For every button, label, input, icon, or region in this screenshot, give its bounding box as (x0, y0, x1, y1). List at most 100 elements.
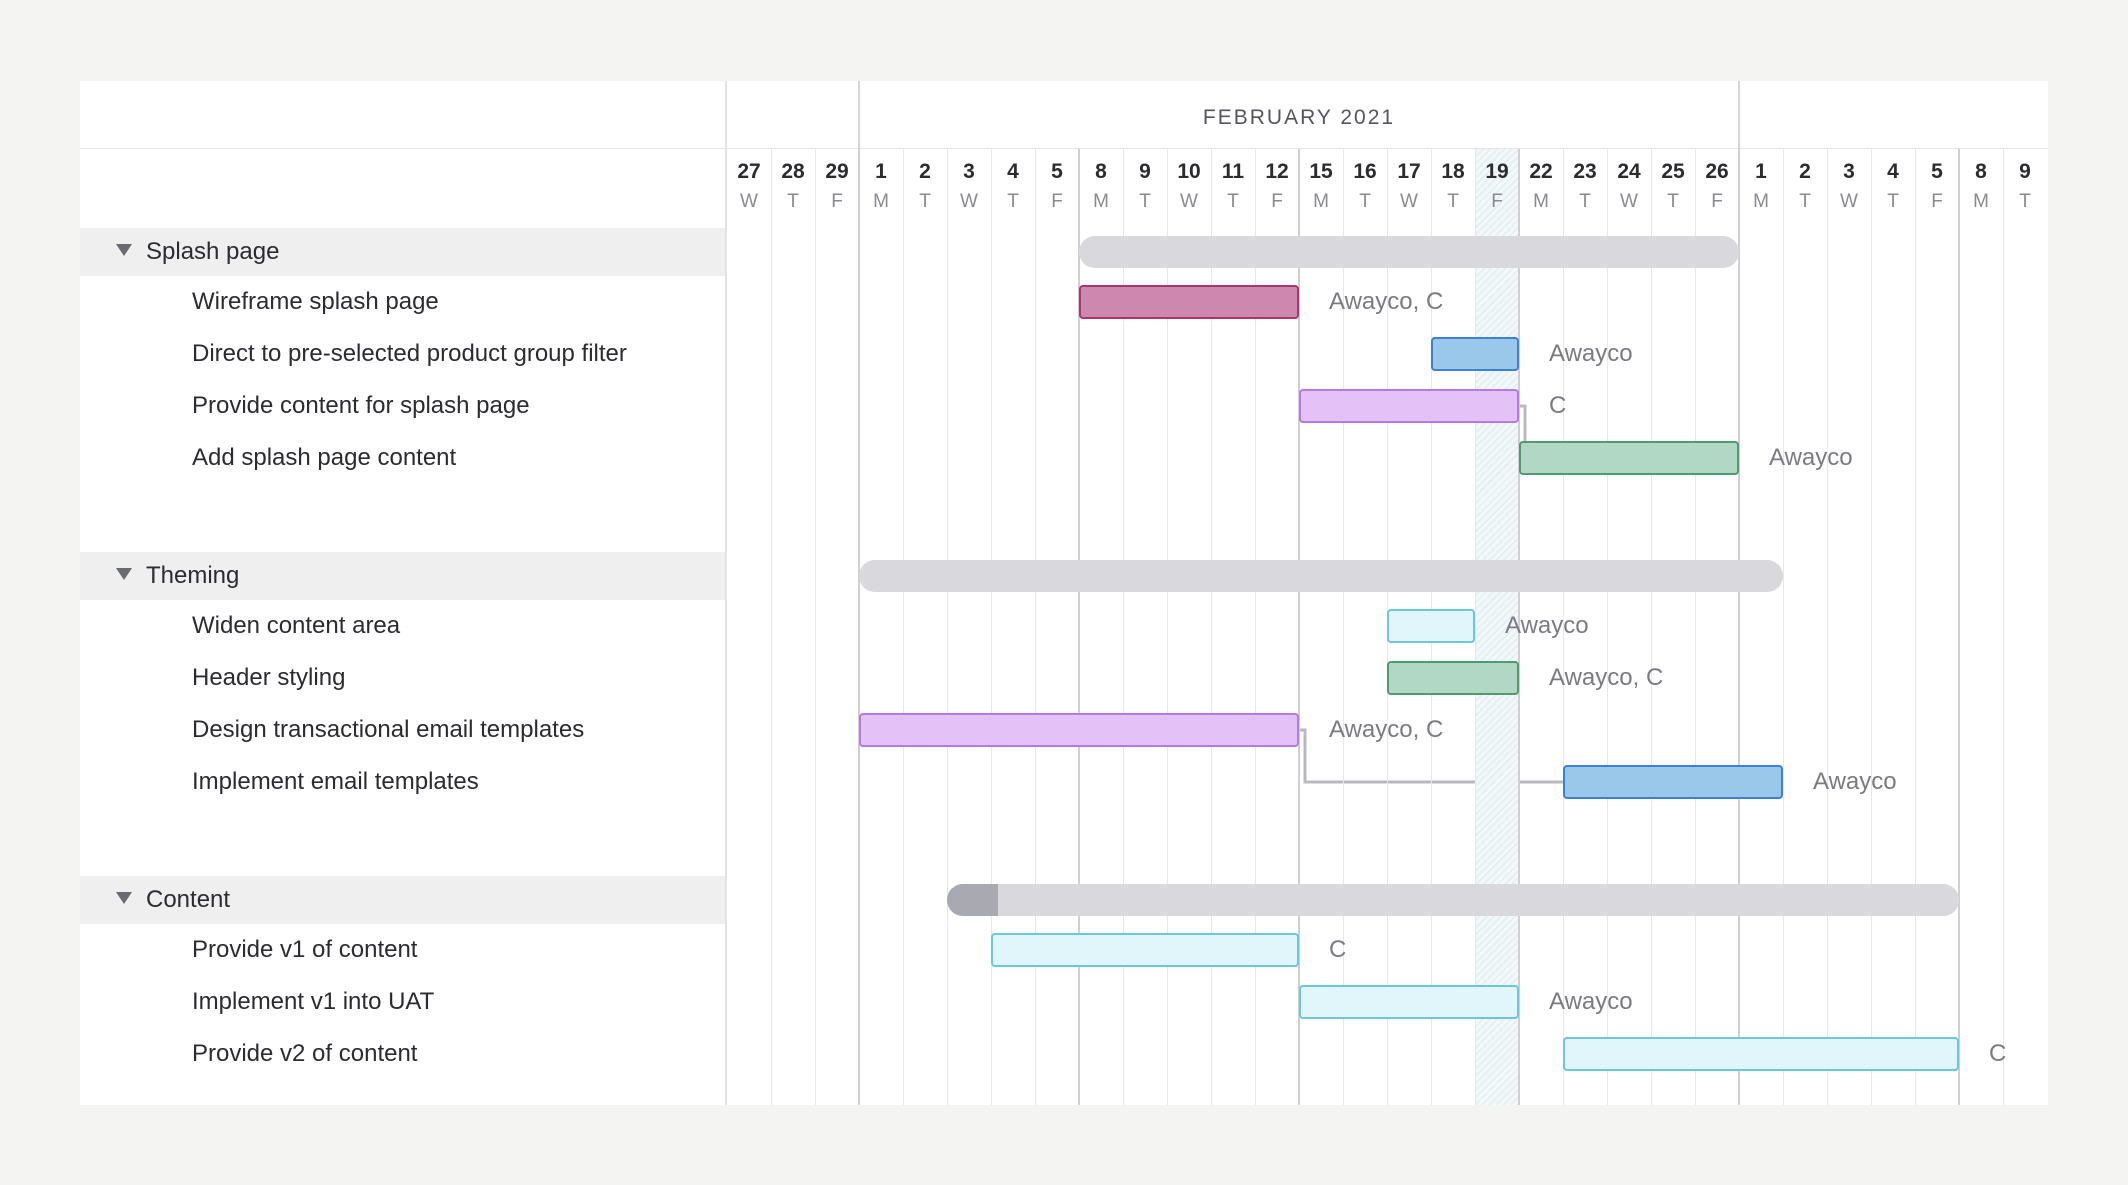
group-name: Theming (146, 562, 240, 589)
day-of-week: T (1359, 191, 1371, 212)
week-gridline (1298, 149, 1300, 1105)
collapse-triangle-icon[interactable] (116, 244, 132, 256)
day-number: 4 (1007, 160, 1019, 183)
task-bar[interactable] (1563, 1037, 1959, 1071)
day-number: 1 (1755, 160, 1767, 183)
day-number: 22 (1529, 160, 1553, 183)
day-gridline (991, 149, 992, 1105)
assignee-label: Awayco, C (1329, 288, 1444, 315)
task-name[interactable]: Direct to pre-selected product group fil… (192, 340, 627, 367)
day-of-week: T (1447, 191, 1459, 212)
day-of-week: T (1139, 191, 1151, 212)
assignee-label: Awayco (1549, 988, 1633, 1015)
day-number: 11 (1221, 160, 1245, 183)
day-of-week: T (1887, 191, 1899, 212)
day-number: 24 (1617, 160, 1641, 183)
task-name[interactable]: Header styling (192, 664, 346, 691)
day-of-week: M (873, 191, 889, 212)
day-of-week: W (960, 191, 978, 212)
day-gridline (1607, 149, 1608, 1105)
task-name[interactable]: Provide content for splash page (192, 392, 530, 419)
assignee-label: Awayco, C (1329, 716, 1444, 743)
day-gridline (903, 149, 904, 1105)
task-bar[interactable] (1299, 389, 1519, 423)
task-bar[interactable] (1519, 441, 1739, 475)
task-bar[interactable] (1299, 985, 1519, 1019)
group-name: Splash page (146, 238, 280, 265)
day-of-week: T (919, 191, 931, 212)
task-name[interactable]: Implement email templates (192, 768, 479, 795)
task-name[interactable]: Add splash page content (192, 444, 457, 471)
task-bar[interactable] (1387, 609, 1475, 643)
task-bar[interactable] (1563, 765, 1783, 799)
day-of-week: F (831, 191, 843, 212)
day-of-week: W (740, 191, 758, 212)
day-of-week: W (1840, 191, 1858, 212)
day-gridline (947, 149, 948, 1105)
today-highlight-column (1475, 149, 1519, 1105)
task-bar[interactable] (991, 933, 1299, 967)
group-row[interactable]: Splash page (80, 228, 725, 276)
task-name[interactable]: Implement v1 into UAT (192, 988, 435, 1015)
day-gridline (1563, 149, 1564, 1105)
group-row[interactable]: Content (80, 876, 725, 924)
day-gridline (1783, 149, 1784, 1105)
day-gridline (1255, 149, 1256, 1105)
assignee-label: C (1549, 392, 1567, 419)
task-bar[interactable] (1431, 337, 1519, 371)
collapse-triangle-icon[interactable] (116, 568, 132, 580)
day-of-week: T (1007, 191, 1019, 212)
assignee-label: Awayco (1505, 612, 1589, 639)
day-number: 18 (1441, 160, 1465, 183)
day-of-week: T (1667, 191, 1679, 212)
day-number: 2 (1799, 160, 1811, 183)
day-number: 19 (1485, 160, 1509, 183)
group-summary-bar[interactable] (859, 560, 1783, 592)
day-number: 27 (737, 160, 761, 183)
day-of-week: F (1931, 191, 1943, 212)
task-name[interactable]: Design transactional email templates (192, 716, 585, 743)
day-gridline (1651, 149, 1652, 1105)
day-gridline (1695, 149, 1696, 1105)
day-number: 8 (1975, 160, 1987, 183)
task-name[interactable]: Provide v2 of content (192, 1040, 418, 1067)
group-summary-bar[interactable] (1079, 236, 1739, 268)
assignee-label: C (1989, 1040, 2007, 1067)
day-gridline (1343, 149, 1344, 1105)
day-number: 9 (1139, 160, 1151, 183)
task-name[interactable]: Provide v1 of content (192, 936, 418, 963)
day-of-week: M (1753, 191, 1769, 212)
week-gridline (1958, 149, 1960, 1105)
day-number: 17 (1397, 160, 1421, 183)
day-number: 8 (1095, 160, 1107, 183)
task-bar[interactable] (1387, 661, 1519, 695)
week-gridline (858, 149, 860, 1105)
day-number: 29 (825, 160, 849, 183)
header-divider (727, 148, 2048, 149)
day-number: 3 (1843, 160, 1855, 183)
day-gridline (1035, 149, 1036, 1105)
task-bar[interactable] (1079, 285, 1299, 319)
group-progress-fill (947, 884, 998, 916)
task-name[interactable]: Widen content area (192, 612, 401, 639)
week-gridline (1738, 149, 1740, 1105)
day-of-week: M (1973, 191, 1989, 212)
header-divider (80, 148, 725, 149)
day-number: 9 (2019, 160, 2031, 183)
week-gridline (1518, 149, 1520, 1105)
day-number: 5 (1051, 160, 1063, 183)
group-summary-bar[interactable] (947, 884, 1959, 916)
day-gridline (771, 149, 772, 1105)
month-separator (1738, 81, 1740, 149)
day-of-week: T (787, 191, 799, 212)
task-bar[interactable] (859, 713, 1299, 747)
assignee-label: C (1329, 936, 1347, 963)
day-gridline (1827, 149, 1828, 1105)
day-gridline (1475, 149, 1476, 1105)
collapse-triangle-icon[interactable] (116, 892, 132, 904)
dependency-line (1299, 728, 1563, 784)
group-row[interactable]: Theming (80, 552, 725, 600)
day-of-week: F (1491, 191, 1503, 212)
day-gridline (1871, 149, 1872, 1105)
task-name[interactable]: Wireframe splash page (192, 288, 439, 315)
